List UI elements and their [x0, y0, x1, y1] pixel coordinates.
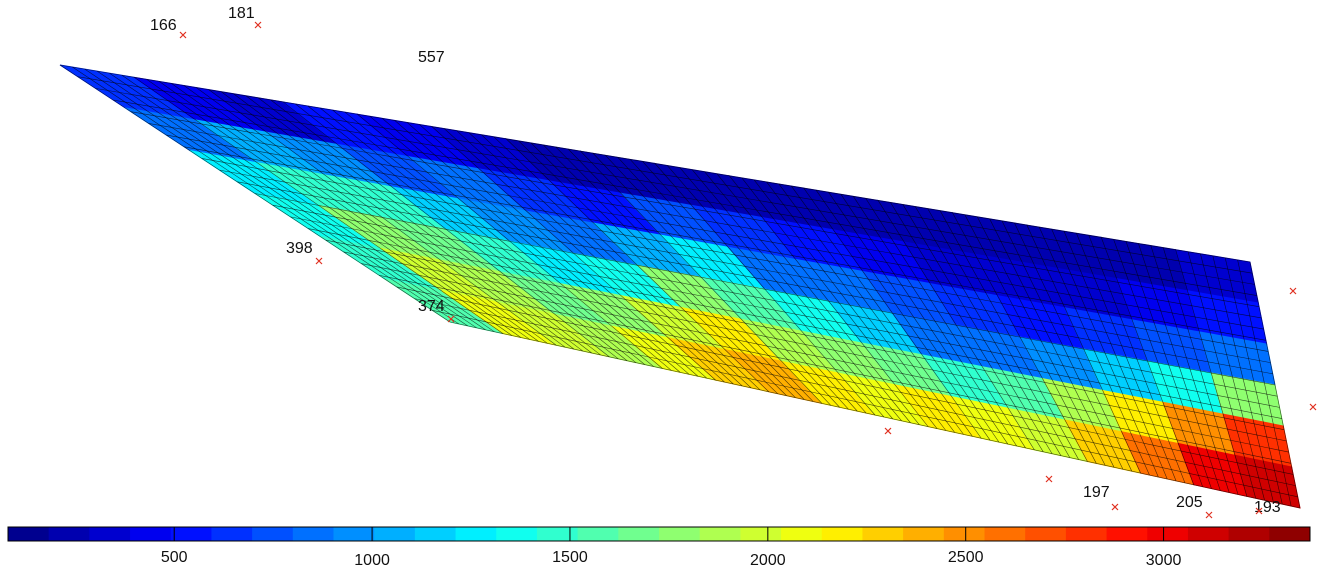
colorbar-cell	[374, 527, 416, 541]
colorbar: 500 1000 1500 2000 2500 3000	[7, 526, 1311, 569]
surface	[59, 64, 1301, 509]
mesh-line	[396, 286, 1294, 475]
marker	[179, 21, 1317, 519]
mesh-line	[343, 251, 1287, 442]
colorbar-cell	[577, 527, 619, 541]
mesh-line	[59, 64, 1251, 263]
mesh-line	[379, 274, 1291, 464]
point-label: 374	[418, 298, 445, 315]
mesh-line	[432, 310, 1298, 498]
mesh-line	[325, 239, 1285, 431]
mesh	[59, 64, 1301, 509]
colorbar-cell	[618, 527, 660, 541]
colorbar-cell	[1269, 527, 1311, 541]
mesh-line	[254, 193, 1276, 386]
mesh-line	[77, 76, 1253, 274]
colorbar-cell	[984, 527, 1026, 541]
point-label: 205	[1176, 494, 1203, 511]
colorbar-cell	[496, 527, 538, 541]
colorbar-frame	[7, 526, 1311, 542]
mesh-line	[184, 146, 1266, 341]
mesh-line	[414, 298, 1296, 486]
colorbar-cell	[130, 527, 172, 541]
colorbar-cell	[8, 527, 50, 541]
colorbar-cell	[536, 527, 579, 541]
mesh-line	[166, 134, 1264, 330]
colorbar-cell	[781, 527, 823, 541]
mesh-line	[130, 111, 1260, 308]
mesh-line	[95, 88, 1255, 285]
point-label: 193	[1254, 499, 1281, 516]
colorbar-cell	[414, 527, 457, 541]
colorbar-tick-label: 2000	[750, 552, 786, 569]
colorbar-cell	[48, 527, 90, 541]
colorbar-tick-label: 1000	[354, 552, 390, 569]
point-label: 166	[150, 17, 177, 34]
colorbar-cell	[333, 527, 375, 541]
colorbar-cell	[1147, 527, 1189, 541]
colorbar-tick-label: 500	[161, 549, 188, 566]
colorbar-cell	[1106, 527, 1148, 541]
colorbar-cell	[903, 527, 945, 541]
colorbar-cell	[1065, 527, 1108, 541]
mesh-line	[237, 181, 1273, 375]
point-label: 398	[286, 240, 313, 257]
colorbar-cell	[455, 527, 497, 541]
mesh-line	[290, 216, 1280, 408]
point-labels: 166 181 557 398 374 197 205 193	[150, 5, 1281, 516]
mesh-line	[272, 204, 1278, 397]
mesh-line	[113, 99, 1257, 296]
colorbar-cell	[862, 527, 904, 541]
mesh-line	[308, 228, 1282, 419]
mesh-line	[449, 321, 1301, 509]
colorbar-tick-label: 2500	[948, 549, 984, 566]
colorbar-cell	[292, 527, 334, 541]
colorbar-cell	[740, 527, 782, 541]
colorbar-cell	[211, 527, 253, 541]
colorbar-cell	[89, 527, 131, 541]
point-label: 181	[228, 5, 255, 22]
colorbar-cell	[659, 527, 701, 541]
colorbar-cell	[1187, 527, 1230, 541]
mesh-line	[201, 158, 1269, 352]
point-label: 197	[1083, 484, 1110, 501]
mesh-line	[361, 263, 1289, 453]
point-label: 557	[418, 49, 445, 66]
mesh-line	[148, 123, 1262, 319]
colorbar-cell	[821, 527, 863, 541]
colorbar-cell	[1025, 527, 1067, 541]
colorbar-cell	[943, 527, 985, 541]
colorbar-tick-label: 1500	[552, 549, 588, 566]
colorbar-cell	[170, 527, 212, 541]
colorbar-cell	[699, 527, 741, 541]
point-markers	[179, 21, 1317, 519]
colorbar-tick-label: 3000	[1146, 552, 1182, 569]
mesh-line	[219, 169, 1271, 363]
colorbar-cell	[1228, 527, 1270, 541]
colorbar-cell	[252, 527, 294, 541]
